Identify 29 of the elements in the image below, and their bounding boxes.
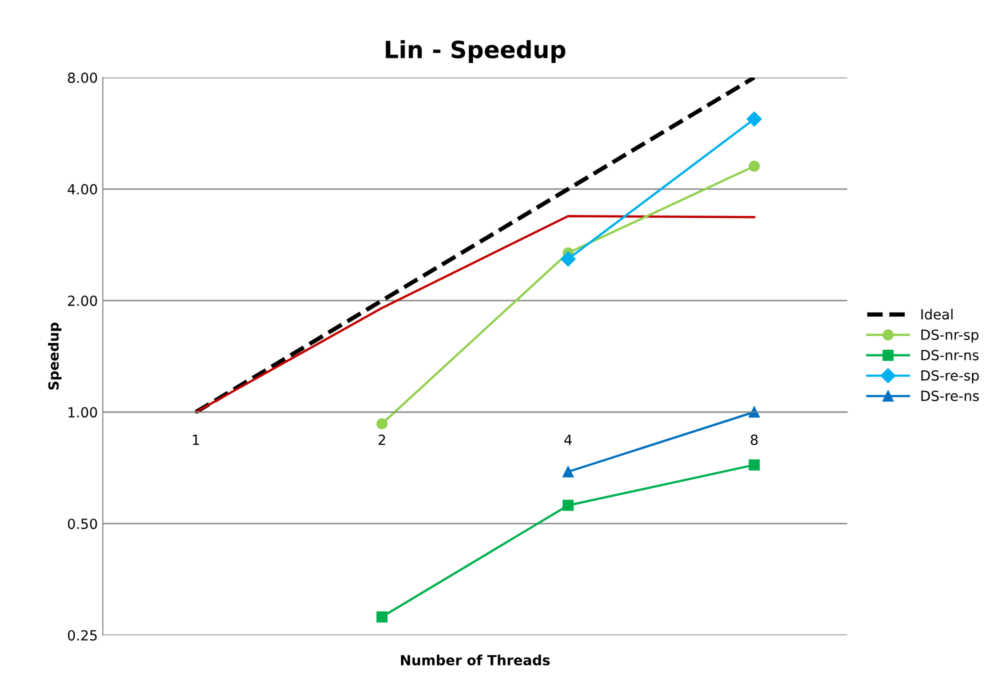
point bbox=[746, 111, 762, 127]
y-tick-label: 0.25 bbox=[68, 630, 97, 641]
point bbox=[748, 160, 760, 172]
line-series bbox=[194, 78, 756, 414]
x-tick-label: 1 bbox=[192, 434, 199, 445]
x-tick-label: 8 bbox=[750, 434, 758, 446]
chart-title: Lin - Speedup bbox=[386, 40, 566, 63]
point bbox=[748, 406, 760, 418]
x-tick-label: 2 bbox=[378, 434, 386, 445]
y-tick-label: 1.00 bbox=[68, 407, 98, 418]
y-tick-label: 4.00 bbox=[68, 184, 98, 195]
y-axis-title: Speedup bbox=[48, 322, 62, 390]
point bbox=[562, 466, 574, 478]
legend-label: DS-re-sp bbox=[921, 370, 979, 384]
x-axis-title: Number of Threads bbox=[400, 654, 550, 666]
y-tick-label: 8.00 bbox=[68, 72, 98, 83]
legend-label: DS-nr-sp bbox=[921, 329, 978, 343]
legend-label: Ideal bbox=[921, 308, 953, 320]
x-tick-label: 4 bbox=[564, 434, 572, 445]
legend-label: DS-re-ns bbox=[921, 390, 979, 402]
legend-label: DS-nr-ns bbox=[921, 350, 979, 360]
line-series bbox=[194, 215, 756, 414]
point bbox=[748, 459, 760, 470]
point bbox=[560, 251, 576, 267]
point bbox=[376, 611, 388, 622]
point bbox=[562, 500, 574, 511]
point bbox=[376, 418, 388, 430]
y-tick-label: 0.50 bbox=[68, 518, 98, 530]
y-tick-label: 2.00 bbox=[68, 296, 98, 306]
